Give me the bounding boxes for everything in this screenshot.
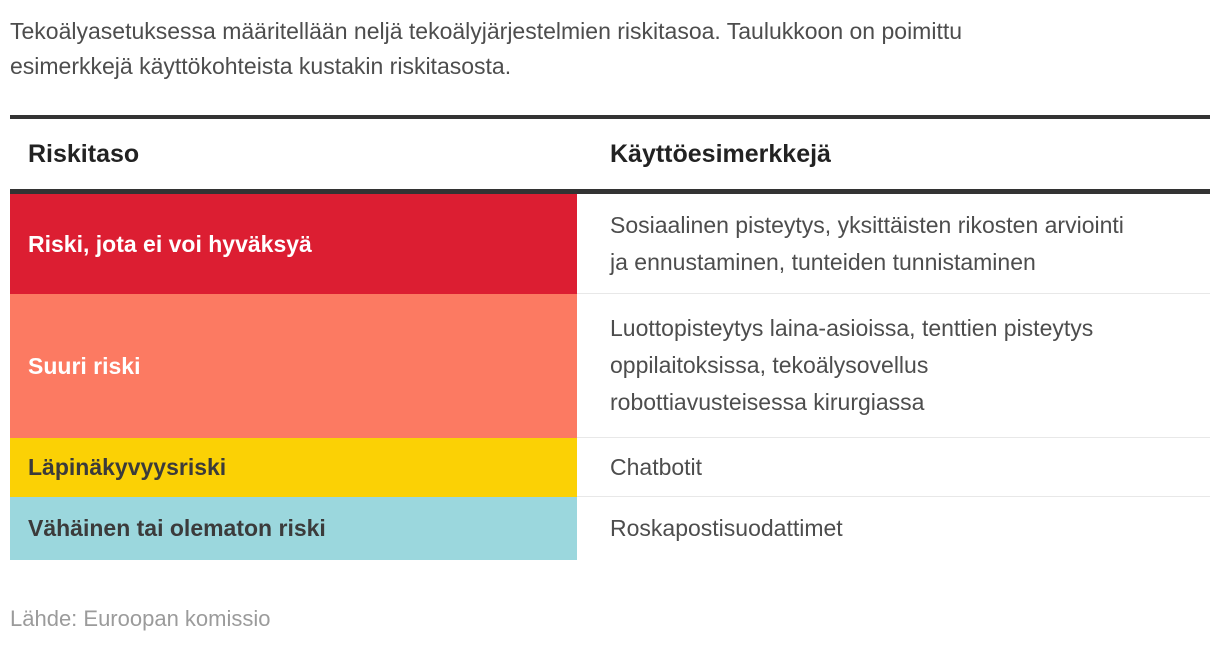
risk-table: Riskitaso Käyttöesimerkkejä Riski, jota … [10,115,1210,560]
table-header-row: Riskitaso Käyttöesimerkkejä [10,119,1210,194]
table-row-unacceptable-risk: Riski, jota ei voi hyväksyä Sosiaalinen … [10,194,1210,294]
column-header-risk-level: Riskitaso [28,139,140,168]
risk-level-cell: Läpinäkyvyysriski [10,438,577,497]
examples-cell: Roskapostisuodattimet [610,515,843,541]
risk-level-cell: Vähäinen tai olematon riski [10,497,577,560]
risk-level-cell: Riski, jota ei voi hyväksyä [10,194,577,294]
table-row-minimal-risk: Vähäinen tai olematon riski Roskapostisu… [10,497,1210,560]
intro-text: Tekoälyasetuksessa määritellään neljä te… [10,18,963,79]
examples-cell: Sosiaalinen pisteytys, yksittäisten riko… [577,194,1210,294]
table-row-transparency-risk: Läpinäkyvyysriski Chatbotit [10,438,1210,497]
risk-level-cell: Suuri riski [10,294,577,438]
column-header-use-examples: Käyttöesimerkkejä [610,139,831,168]
source-note: Lähde: Euroopan komissio [10,606,271,631]
examples-cell: Luottopisteytys laina-asioissa, tenttien… [577,294,1210,438]
examples-cell: Chatbotit [577,438,1210,497]
table-row-high-risk: Suuri riski Luottopisteytys laina-asiois… [10,294,1210,438]
